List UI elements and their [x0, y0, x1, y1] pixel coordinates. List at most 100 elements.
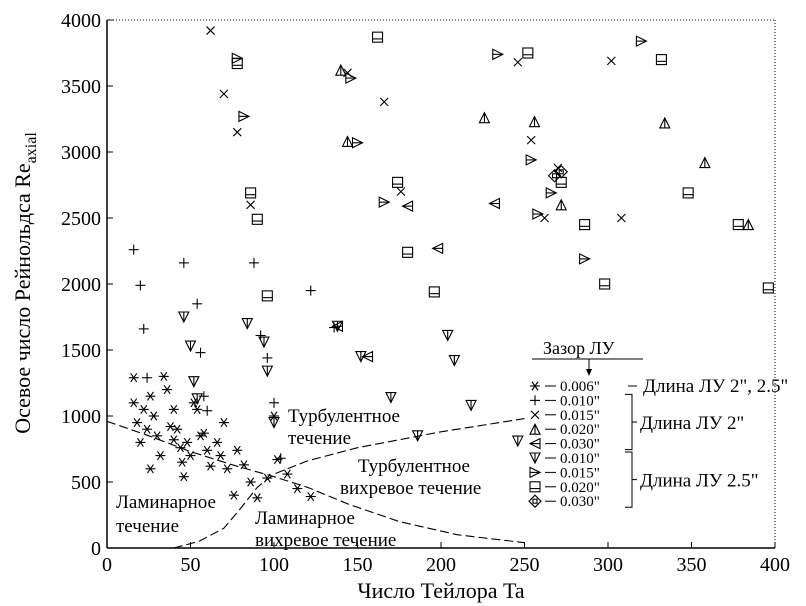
data-point-square [371, 31, 384, 43]
data-point-asterisk [282, 469, 293, 479]
data-point-triangle-right [532, 208, 545, 220]
data-point-triangle-down [184, 340, 197, 353]
legend-marker-asterisk [530, 381, 540, 391]
data-point-asterisk [155, 451, 166, 461]
data-point-asterisk [262, 473, 273, 483]
data-point-triangle-down [177, 311, 190, 324]
legend-entry-label: 0.006" [560, 379, 600, 395]
legend-group-2in-label: Длина ЛУ 2" [640, 413, 744, 434]
data-point-asterisk [218, 418, 229, 428]
data-point-asterisk [152, 431, 163, 441]
data-point-asterisk [168, 404, 179, 414]
data-point-square [231, 58, 243, 70]
data-point-triangle-left [488, 197, 500, 210]
region-label: Ламинарное [255, 508, 355, 529]
data-point-asterisk [145, 391, 156, 401]
data-point-asterisk [168, 435, 179, 445]
data-point-plus [305, 285, 316, 296]
region-label: течение [116, 516, 179, 537]
data-point-asterisk [142, 424, 153, 434]
data-point-triangle-right [492, 48, 505, 61]
data-point-asterisk [205, 461, 216, 471]
data-point-x [396, 187, 406, 196]
data-point-x [232, 127, 242, 137]
data-point-asterisk [212, 437, 223, 447]
data-point-asterisk [305, 491, 316, 502]
data-point-triangle-down [241, 318, 254, 330]
data-point-triangle-right [378, 196, 391, 209]
legend-arrowhead [586, 369, 592, 376]
data-point-square [428, 286, 440, 298]
data-point-plus [142, 372, 153, 383]
data-point-x [206, 26, 215, 35]
data-point-square [261, 290, 273, 302]
data-point-triangle-left [431, 242, 444, 255]
data-point-asterisk [128, 398, 139, 408]
y-axis-title-main: Осевое число Рейнольдса Re [10, 163, 35, 433]
legend-group-label: Длина ЛУ 2", 2.5" [643, 376, 788, 397]
data-point-triangle-down [465, 399, 477, 412]
data-point-triangle-up [555, 198, 568, 211]
data-point-triangle-left [361, 350, 374, 363]
data-point-asterisk [228, 490, 239, 500]
y-tick-label: 1500 [61, 340, 101, 362]
x-tick-label: 0 [102, 554, 112, 576]
x-tick-label: 300 [593, 554, 623, 576]
region-label: вихревое течение [340, 478, 481, 499]
x-axis-title: Число Тейлора Ta [357, 578, 525, 603]
data-point-plus [178, 257, 189, 268]
data-point-plus [269, 397, 279, 408]
data-point-plus [248, 257, 259, 268]
data-point-asterisk [198, 428, 209, 438]
y-tick-label: 2500 [61, 208, 101, 230]
x-tick-label: 100 [259, 554, 289, 576]
data-point-square [251, 213, 263, 225]
y-tick-label: 4000 [61, 10, 101, 32]
region-label: вихревое течение [255, 530, 396, 551]
y-tick-label: 500 [71, 472, 101, 494]
x-tick-label: 400 [760, 554, 790, 576]
data-point-asterisk [148, 411, 159, 421]
data-point-plus [192, 298, 203, 309]
x-tick-label: 150 [343, 554, 373, 576]
data-point-square [522, 47, 534, 59]
data-point-triangle-down [441, 329, 454, 342]
data-point-square [599, 278, 611, 290]
data-point-triangle-up [658, 116, 671, 129]
x-tick-label: 350 [677, 554, 707, 576]
data-point-x [379, 97, 389, 107]
data-point-asterisk [128, 373, 139, 383]
data-point-triangle-right [579, 253, 591, 265]
axis-ticks: 0 50 100 150 200 250 300 350 4000500100015002000… [61, 10, 790, 576]
legend-marker-triangle-down [529, 452, 541, 465]
data-point-asterisk [222, 464, 233, 474]
data-point-asterisk [238, 460, 249, 470]
data-point-x [513, 57, 523, 67]
data-point-asterisk [172, 424, 183, 434]
data-point-x [246, 200, 256, 210]
data-point-plus [128, 244, 139, 255]
data-point-triangle-down [261, 365, 274, 378]
legend-marker-x [530, 410, 540, 420]
data-point-square [579, 219, 591, 231]
y-axis-title: Осевое число Рейнольдса Reaxial [10, 132, 40, 434]
data-point-triangle-down [511, 435, 524, 448]
legend-group-25in-label: Длина ЛУ 2.5" [640, 471, 759, 492]
data-point-asterisk [175, 443, 186, 453]
data-point-x [526, 135, 536, 145]
legend-entry-label: 0.010" [560, 451, 600, 467]
data-point-x [616, 213, 626, 223]
data-point-triangle-right [545, 187, 558, 199]
data-point-x [219, 89, 229, 99]
data-point-triangle-right [351, 136, 364, 149]
data-point-triangle-up [742, 218, 755, 231]
data-point-triangle-down [258, 336, 270, 349]
legend-entry-label: 0.020" [560, 480, 600, 496]
x-tick-label: 50 [181, 554, 201, 576]
legend-title: Зазор ЛУ [543, 338, 615, 358]
y-axis-title-subscript: axial [23, 132, 40, 164]
data-point-triangle-down [268, 417, 280, 429]
data-point-triangle-down [187, 376, 200, 388]
data-point-square [682, 187, 694, 199]
